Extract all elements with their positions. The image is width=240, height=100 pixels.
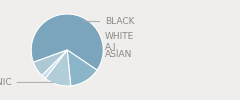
- Wedge shape: [42, 50, 67, 78]
- Text: ASIAN: ASIAN: [99, 50, 132, 59]
- Wedge shape: [67, 50, 97, 86]
- Text: WHITE: WHITE: [98, 32, 134, 41]
- Wedge shape: [31, 14, 103, 70]
- Wedge shape: [45, 50, 71, 86]
- Text: A.I.: A.I.: [100, 43, 119, 52]
- Text: HISPANIC: HISPANIC: [0, 78, 54, 87]
- Wedge shape: [33, 50, 67, 76]
- Text: BLACK: BLACK: [83, 17, 134, 26]
